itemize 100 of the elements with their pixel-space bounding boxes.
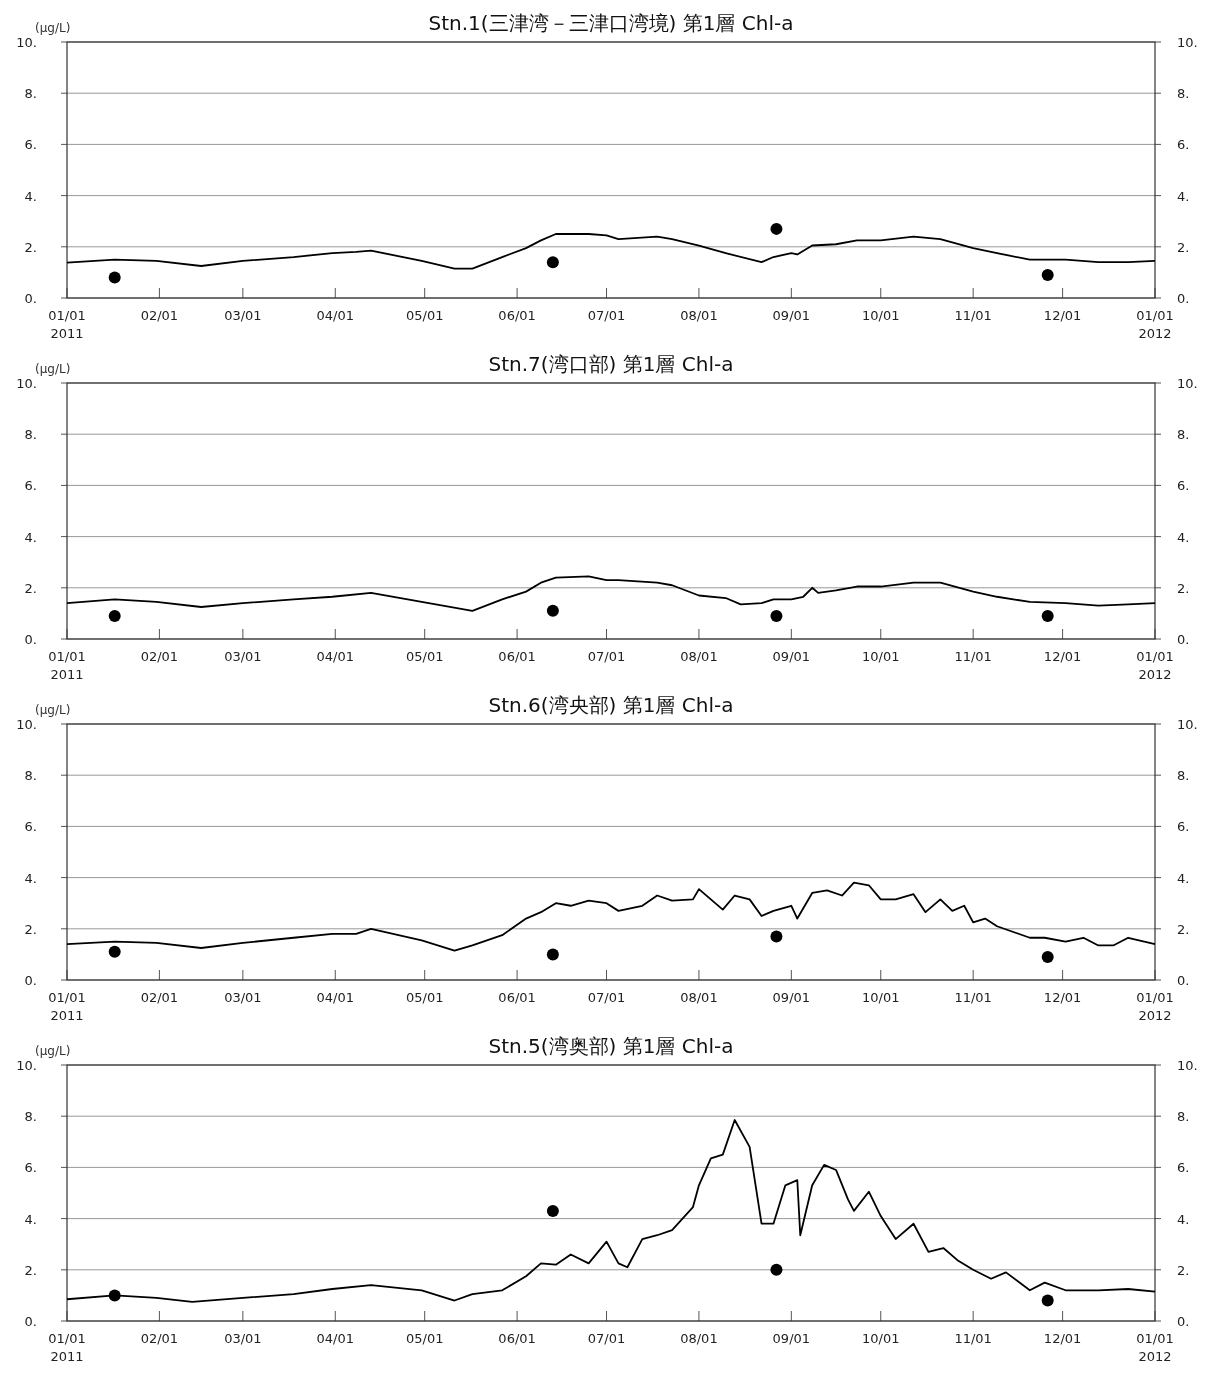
y2-tick-label: 0. xyxy=(1177,291,1190,306)
x-tick-label: 11/01 xyxy=(954,1331,992,1346)
y-tick-label: 6. xyxy=(24,819,37,835)
y-tick-label: 4. xyxy=(24,188,37,204)
y-tick-label: 8. xyxy=(24,768,37,784)
x-tick-label: 07/01 xyxy=(587,990,626,1005)
chart-title: Stn.1(三津湾－三津口湾境) 第1層 Chl-a xyxy=(428,11,794,35)
x-tick-label: 04/01 xyxy=(316,1331,355,1346)
y2-tick-label: 0. xyxy=(1177,973,1190,988)
x-tick-label: 01/01 2012 xyxy=(1136,308,1174,341)
y-tick-label: 10. xyxy=(16,35,37,50)
y2-tick-label: 6. xyxy=(1177,478,1190,494)
line-series xyxy=(66,1119,1156,1303)
point xyxy=(1041,950,1054,963)
x-tick-label: 02/01 xyxy=(140,649,179,664)
y-tick-label: 4. xyxy=(24,1211,37,1227)
y-axis-title: (μg/L) xyxy=(35,1044,71,1058)
x-tick-label: 04/01 xyxy=(316,649,355,664)
y2-tick-label: 2. xyxy=(1177,239,1190,255)
y-tick-label: 4. xyxy=(24,870,37,886)
x-tick-label: 06/01 xyxy=(498,649,536,664)
y2-tick-label: 10. xyxy=(1177,35,1198,50)
chart-title: Stn.6(湾央部) 第1層 Chl-a xyxy=(488,693,734,717)
y2-tick-label: 10. xyxy=(1177,1058,1198,1073)
point xyxy=(1041,1294,1054,1307)
x-tick-label: 08/01 xyxy=(680,990,718,1005)
y2-tick-label: 6. xyxy=(1177,1160,1190,1176)
x-tick-label: 03/01 xyxy=(224,308,262,323)
y2-tick-label: 2. xyxy=(1177,580,1190,596)
line-series xyxy=(66,881,1156,952)
point xyxy=(770,930,783,943)
x-tick-label: 02/01 xyxy=(140,308,179,323)
y2-tick-label: 8. xyxy=(1177,768,1190,784)
y-tick-label: 2. xyxy=(24,580,37,596)
x-tick-label: 05/01 xyxy=(405,990,444,1005)
y-tick-label: 8. xyxy=(24,1109,37,1125)
point xyxy=(546,948,559,961)
x-tick-label: 05/01 xyxy=(405,649,444,664)
x-tick-label: 04/01 xyxy=(316,990,355,1005)
y-tick-label: 8. xyxy=(24,427,37,443)
y-tick-label: 10. xyxy=(16,376,37,391)
y2-tick-label: 8. xyxy=(1177,1109,1190,1125)
x-tick-label: 02/01 xyxy=(140,1331,179,1346)
x-tick-label: 12/01 xyxy=(1043,649,1082,664)
point xyxy=(1041,268,1054,281)
point xyxy=(108,1289,121,1302)
y-axis-title: (μg/L) xyxy=(35,21,71,35)
x-tick-label: 12/01 xyxy=(1043,990,1082,1005)
x-tick-label: 01/01 2012 xyxy=(1136,649,1174,682)
x-tick-label: 10/01 xyxy=(862,1331,900,1346)
point xyxy=(546,1204,559,1217)
x-tick-label: 09/01 xyxy=(772,990,811,1005)
y-tick-label: 0. xyxy=(24,291,37,306)
y2-tick-label: 6. xyxy=(1177,819,1190,835)
x-tick-label: 07/01 xyxy=(587,308,626,323)
y-tick-label: 0. xyxy=(24,632,37,647)
y2-tick-label: 0. xyxy=(1177,632,1190,647)
x-tick-label: 06/01 xyxy=(498,308,536,323)
point xyxy=(770,1263,783,1276)
y-tick-label: 6. xyxy=(24,478,37,494)
x-tick-label: 06/01 xyxy=(498,1331,536,1346)
y-tick-label: 8. xyxy=(24,86,37,102)
x-tick-label: 12/01 xyxy=(1043,308,1082,323)
y-tick-label: 10. xyxy=(16,717,37,732)
y2-tick-label: 0. xyxy=(1177,1314,1190,1329)
y2-tick-label: 10. xyxy=(1177,717,1198,732)
x-tick-label: 09/01 xyxy=(772,649,811,664)
point xyxy=(108,945,121,958)
y2-tick-label: 8. xyxy=(1177,86,1190,102)
x-tick-label: 01/01 2011 xyxy=(48,308,86,341)
y2-tick-label: 8. xyxy=(1177,427,1190,443)
y-tick-label: 6. xyxy=(24,1160,37,1176)
y2-tick-label: 4. xyxy=(1177,188,1190,204)
x-tick-label: 07/01 xyxy=(587,1331,626,1346)
y2-tick-label: 4. xyxy=(1177,870,1190,886)
y2-tick-label: 6. xyxy=(1177,137,1190,153)
chart-title: Stn.7(湾口部) 第1層 Chl-a xyxy=(488,352,734,376)
x-tick-label: 10/01 xyxy=(862,649,900,664)
y-tick-label: 6. xyxy=(24,137,37,153)
x-tick-label: 09/01 xyxy=(772,1331,811,1346)
x-tick-label: 11/01 xyxy=(954,990,992,1005)
x-tick-label: 07/01 xyxy=(587,649,626,664)
x-tick-label: 01/01 2011 xyxy=(48,990,86,1023)
y-tick-label: 4. xyxy=(24,529,37,545)
y2-tick-label: 2. xyxy=(1177,921,1190,937)
point xyxy=(546,256,559,269)
x-tick-label: 05/01 xyxy=(405,308,444,323)
x-tick-label: 11/01 xyxy=(954,649,992,664)
x-tick-label: 08/01 xyxy=(680,308,718,323)
x-tick-label: 01/01 2011 xyxy=(48,649,86,682)
x-tick-label: 03/01 xyxy=(224,649,262,664)
x-tick-label: 01/01 2011 xyxy=(48,1331,86,1364)
x-tick-label: 09/01 xyxy=(772,308,811,323)
x-tick-label: 06/01 xyxy=(498,990,536,1005)
chart-title: Stn.5(湾奥部) 第1層 Chl-a xyxy=(488,1034,734,1058)
point xyxy=(108,271,121,284)
y2-tick-label: 10. xyxy=(1177,376,1198,391)
x-tick-label: 05/01 xyxy=(405,1331,444,1346)
y-tick-label: 2. xyxy=(24,239,37,255)
x-tick-label: 03/01 xyxy=(224,990,262,1005)
